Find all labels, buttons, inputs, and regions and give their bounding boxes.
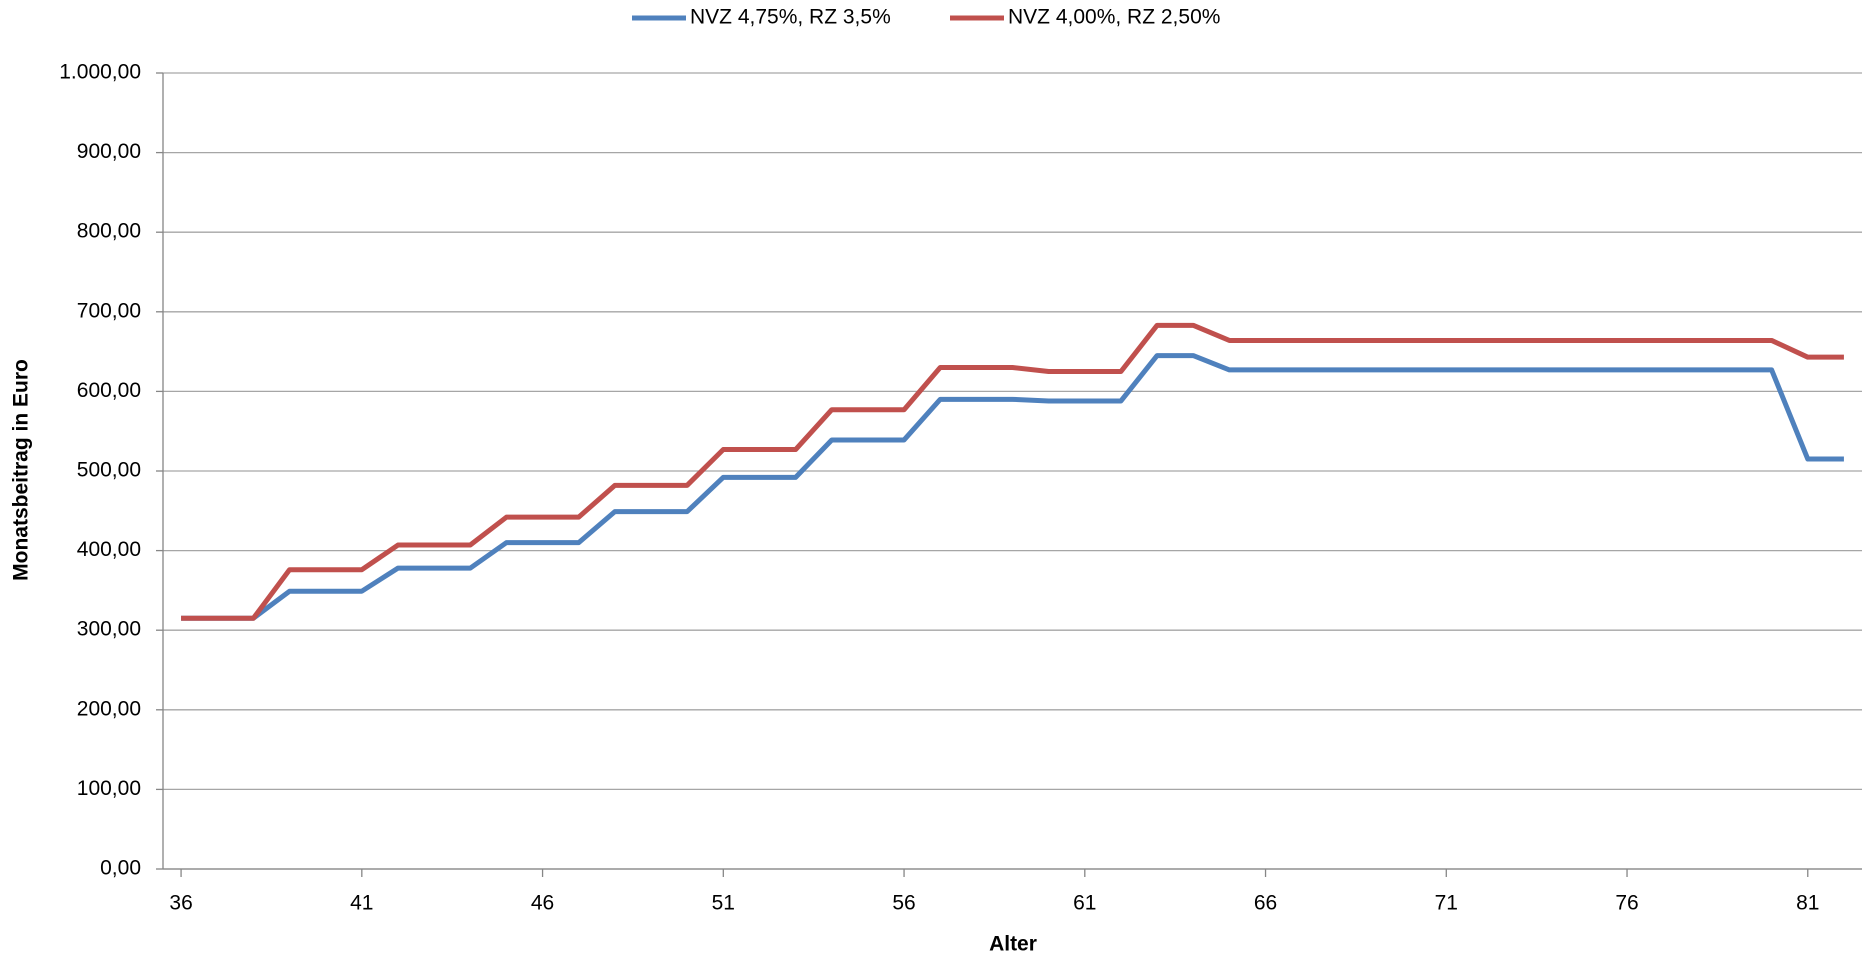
y-tick-label: 800,00 [77, 220, 141, 243]
series-line [181, 353, 1844, 621]
y-tick-label: 1.000,00 [59, 61, 141, 84]
y-tick-label: 500,00 [77, 459, 141, 482]
y-tick-label: 0,00 [100, 857, 141, 880]
x-tick-label: 61 [1073, 892, 1096, 915]
y-tick-label: 400,00 [77, 538, 141, 561]
y-tick-label: 200,00 [77, 697, 141, 720]
x-tick-label: 66 [1254, 892, 1277, 915]
legend-label: NVZ 4,75%, RZ 3,5% [690, 6, 891, 29]
y-tick-label: 300,00 [77, 618, 141, 641]
x-tick-label: 81 [1796, 892, 1819, 915]
x-tick-label: 51 [712, 892, 735, 915]
y-tick-label: 900,00 [77, 140, 141, 163]
x-tick-label: 41 [350, 892, 373, 915]
x-tick-label: 71 [1435, 892, 1458, 915]
y-tick-label: 600,00 [77, 379, 141, 402]
x-axis-label: Alter [989, 933, 1037, 954]
x-tick-label: 76 [1615, 892, 1638, 915]
series-line [181, 322, 1844, 621]
x-tick-label: 56 [892, 892, 915, 915]
y-tick-label: 100,00 [77, 777, 141, 800]
x-tick-label: 46 [531, 892, 554, 915]
legend-label: NVZ 4,00%, RZ 2,50% [1008, 6, 1220, 29]
x-tick-label: 36 [169, 892, 192, 915]
y-axis-label: Monatsbeitrag in Euro [10, 359, 33, 581]
y-tick-label: 700,00 [77, 299, 141, 322]
